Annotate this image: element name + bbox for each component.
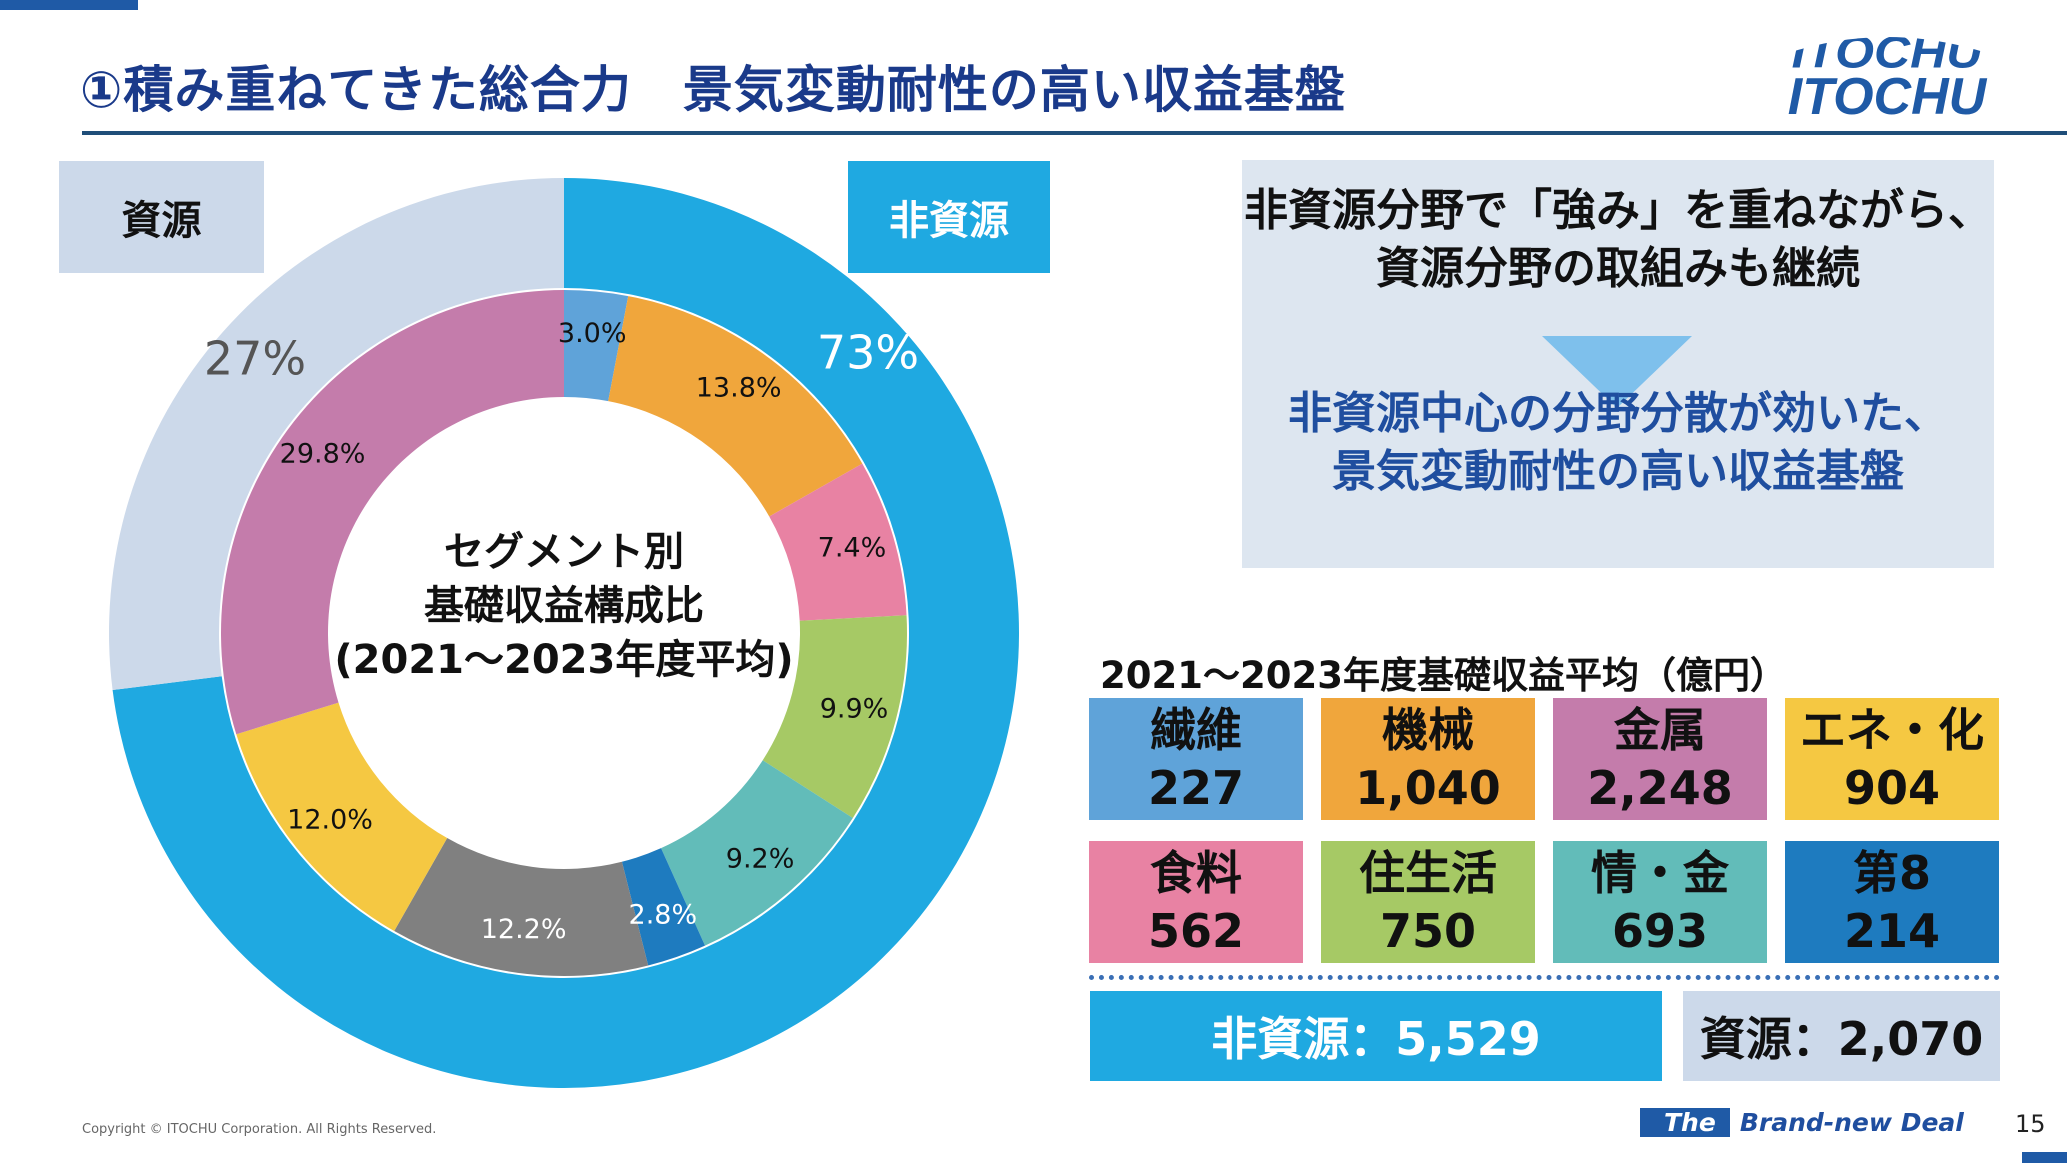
slogan-text: Brand-new Deal <box>1739 1107 1964 1137</box>
message-top: 非資源分野で「強み」を重ねながら、 資源分野の取組みも継続 <box>1242 182 1994 298</box>
inner-ring-slice <box>769 463 907 621</box>
slice-label: 2.8% <box>629 900 698 931</box>
segment-card: 住生活 750 <box>1321 841 1535 963</box>
segment-name: エネ・化 <box>1800 703 1984 757</box>
segment-value: 693 <box>1611 904 1709 958</box>
segment-card: エネ・化 904 <box>1785 698 1999 820</box>
svg-text:ITOCHU: ITOCHU <box>1788 68 1988 116</box>
page-number: 15 <box>2015 1110 2046 1138</box>
segment-card: 第8 214 <box>1785 841 1999 963</box>
message-line: 景気変動耐性の高い収益基盤 <box>1332 446 1904 497</box>
slice-label: 12.0% <box>287 804 373 835</box>
slice-label: 9.2% <box>726 844 795 875</box>
itochu-logo: ITOCHU ITOCHU <box>1788 37 1988 116</box>
segment-name: 機械 <box>1382 703 1474 757</box>
slice-label: 73% <box>817 326 919 380</box>
outer-ring-slice <box>109 178 564 691</box>
segment-donut-chart: 73% 27% 3.0% 13.8% 7.4% 9.9% 9.2% 2.8% 12.2% 12.0… <box>109 178 1019 1088</box>
inner-ring-slice <box>762 615 908 818</box>
message-line: 資源分野の取組みも継続 <box>1376 243 1860 294</box>
segment-value: 214 <box>1843 904 1941 958</box>
non-resource-total: 非資源：5,529 <box>1090 991 1662 1081</box>
segment-value: 2,248 <box>1587 761 1733 815</box>
inner-ring-slice <box>394 838 649 976</box>
inner-ring-slice <box>661 760 853 946</box>
copyright: Copyright © ITOCHU Corporation. All Righ… <box>82 1122 437 1137</box>
slogan-the: The <box>1640 1107 1730 1137</box>
segment-name: 第8 <box>1852 846 1931 900</box>
segment-value: 750 <box>1379 904 1477 958</box>
inner-ring-slice <box>236 702 448 932</box>
segment-name: 住生活 <box>1359 846 1497 900</box>
dotted-divider <box>1089 975 2000 980</box>
message-bottom: 非資源中心の分野分散が効いた、 景気変動耐性の高い収益基盤 <box>1242 385 1994 501</box>
table-title: 2021～2023年度基礎収益平均（億円） <box>1100 654 1787 697</box>
inner-ring-slice <box>221 290 564 735</box>
segment-card: 情・金 693 <box>1553 841 1767 963</box>
slice-label: 7.4% <box>818 532 887 563</box>
inner-ring-slice <box>608 296 863 517</box>
center-line: (2021～2023年度平均) <box>334 637 794 683</box>
segment-name: 金属 <box>1614 703 1706 757</box>
segment-value: 227 <box>1147 761 1245 815</box>
segment-value: 904 <box>1843 761 1941 815</box>
segment-card: 機械 1,040 <box>1321 698 1535 820</box>
donut-center-label: セグメント別 基礎収益構成比 (2021～2023年度平均) <box>300 525 828 687</box>
page-title: ①積み重ねてきた総合力 景気変動耐性の高い収益基盤 <box>80 61 1346 119</box>
center-line: 基礎収益構成比 <box>424 583 704 629</box>
non-resource-tag: 非資源 <box>848 161 1050 273</box>
slice-label: 29.8% <box>280 438 366 469</box>
segment-card: 金属 2,248 <box>1553 698 1767 820</box>
slogan: The Brand-new Deal <box>1640 1107 1964 1137</box>
segment-card: 食料 562 <box>1089 841 1303 963</box>
title-divider <box>82 131 2067 135</box>
resource-tag: 資源 <box>59 161 264 273</box>
segment-name: 繊維 <box>1150 703 1242 757</box>
segment-value: 562 <box>1147 904 1245 958</box>
down-arrow-icon <box>1542 336 1692 408</box>
slice-label: 27% <box>204 332 306 386</box>
message-line: 非資源分野で「強み」を重ねながら、 <box>1244 185 1992 236</box>
slice-label: 13.8% <box>696 373 782 404</box>
slice-label: 3.0% <box>558 318 627 349</box>
corner-accent-bar <box>2022 1152 2067 1163</box>
resource-total: 資源：2,070 <box>1683 991 2000 1081</box>
segment-name: 食料 <box>1150 846 1242 900</box>
message-box: 非資源分野で「強み」を重ねながら、 資源分野の取組みも継続 非資源中心の分野分散… <box>1242 160 1994 568</box>
slice-label: 9.9% <box>820 693 889 724</box>
segment-card: 繊維 227 <box>1089 698 1303 820</box>
segment-value: 1,040 <box>1355 761 1501 815</box>
message-line: 非資源中心の分野分散が効いた、 <box>1288 388 1948 439</box>
slice-label: 12.2% <box>481 914 567 945</box>
center-line: セグメント別 <box>444 529 684 575</box>
top-accent-bar <box>0 0 138 10</box>
inner-ring-slice <box>621 848 706 966</box>
segment-name: 情・金 <box>1591 846 1729 900</box>
inner-ring-slice <box>564 290 629 402</box>
